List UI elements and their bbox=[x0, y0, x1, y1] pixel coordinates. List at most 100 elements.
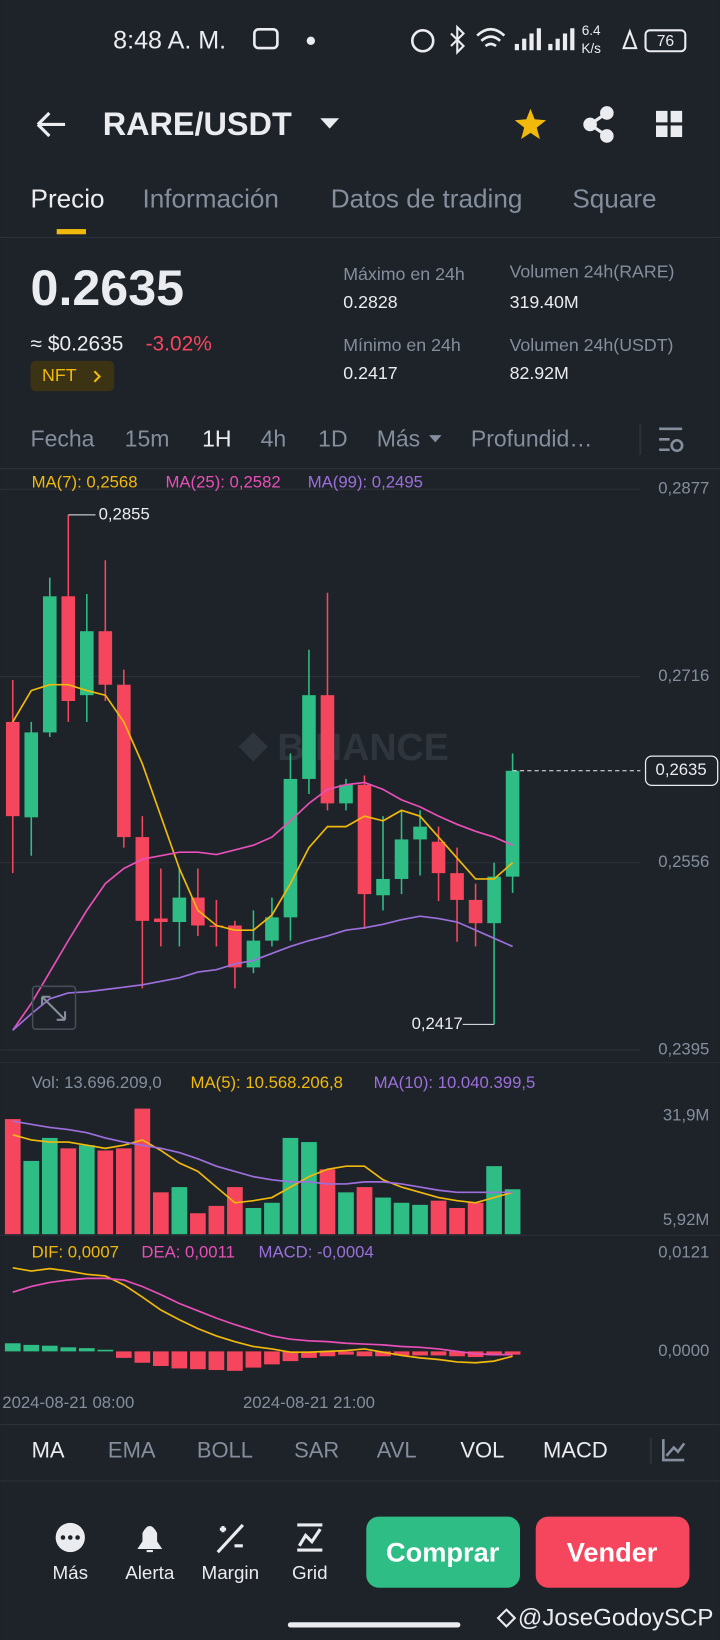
legend-entry: MA(25): 0,2582 bbox=[165, 473, 280, 492]
pair-title[interactable]: RARE/USDT bbox=[103, 106, 292, 142]
candle-body bbox=[98, 631, 113, 685]
x-tick-label: 2024-08-21 21:00 bbox=[243, 1393, 375, 1412]
volume-bar bbox=[301, 1142, 317, 1235]
indicator[interactable]: SAR bbox=[294, 1438, 339, 1463]
legend-entry: MA(5): 10.568.206,8 bbox=[191, 1073, 343, 1092]
high-label: 0,2855 bbox=[99, 504, 150, 523]
candle-body bbox=[117, 684, 131, 838]
battery-level: 76 bbox=[657, 33, 675, 50]
tab[interactable]: Datos de trading bbox=[331, 184, 523, 214]
volume-bar bbox=[486, 1166, 502, 1235]
volume-bar bbox=[153, 1192, 169, 1235]
macd-bar bbox=[301, 1351, 317, 1358]
macd-bar bbox=[245, 1351, 262, 1368]
indicator[interactable]: VOL bbox=[460, 1438, 504, 1463]
legend-entry: MA(7): 0,2568 bbox=[32, 473, 138, 492]
fiat-price: ≈ $0.2635 bbox=[31, 333, 124, 356]
action-label[interactable]: Grid bbox=[292, 1562, 328, 1583]
ma-line bbox=[12, 915, 513, 1031]
volume-bar bbox=[264, 1202, 280, 1235]
grid-icon[interactable] bbox=[297, 1523, 323, 1552]
pair-dropdown[interactable] bbox=[320, 118, 340, 129]
tab[interactable]: Square bbox=[572, 184, 656, 214]
indicator[interactable]: MA bbox=[32, 1438, 65, 1463]
volume-bar bbox=[412, 1204, 428, 1235]
tab[interactable]: Precio bbox=[31, 184, 105, 214]
interval[interactable]: 4h bbox=[261, 425, 287, 451]
stat-value: 0.2828 bbox=[343, 292, 397, 312]
bluetooth-icon bbox=[450, 24, 466, 55]
candle-body bbox=[172, 897, 187, 923]
y-tick-label: 0,2556 bbox=[658, 852, 709, 871]
volume-bar bbox=[190, 1213, 206, 1235]
panel-legend: MACD: -0,0004 bbox=[259, 1242, 374, 1261]
indicator[interactable]: MACD bbox=[543, 1438, 608, 1463]
interval[interactable]: Profundid… bbox=[471, 425, 592, 451]
macd-bar bbox=[338, 1351, 354, 1355]
action-label[interactable]: Alerta bbox=[125, 1562, 175, 1583]
volume-bar bbox=[4, 1119, 21, 1235]
candle-body bbox=[154, 918, 168, 923]
macd-bar bbox=[208, 1351, 225, 1371]
back-button[interactable] bbox=[36, 111, 66, 138]
action-label[interactable]: Margin bbox=[202, 1562, 260, 1583]
tag-text[interactable]: NFT bbox=[42, 365, 77, 385]
legend-entry: MA(99): 0,2495 bbox=[308, 473, 423, 492]
expand-button[interactable] bbox=[31, 985, 77, 1030]
interval[interactable]: 1H bbox=[202, 425, 231, 451]
macd-bar bbox=[282, 1351, 299, 1362]
candle-body bbox=[431, 841, 446, 874]
volume-bar bbox=[60, 1148, 77, 1235]
chart-settings[interactable] bbox=[659, 427, 684, 453]
indicator[interactable]: EMA bbox=[108, 1438, 156, 1463]
status-dot bbox=[306, 36, 316, 45]
candle-body bbox=[302, 695, 316, 779]
interval[interactable]: Más bbox=[377, 425, 420, 451]
interval[interactable]: 15m bbox=[125, 425, 170, 451]
volume-bar bbox=[356, 1187, 373, 1235]
y-tick-label: 31,9M bbox=[663, 1105, 709, 1124]
stat-label: Máximo en 24h bbox=[343, 264, 464, 284]
candle-body bbox=[246, 940, 261, 968]
favorite-star[interactable] bbox=[514, 108, 547, 140]
low-label: 0,2417 bbox=[412, 1014, 463, 1033]
macd-bar bbox=[23, 1344, 40, 1352]
tab[interactable]: Información bbox=[142, 184, 279, 214]
action-label[interactable]: Más bbox=[53, 1562, 89, 1583]
status-time: 8:48 A. M. bbox=[113, 26, 226, 54]
margin-icon[interactable] bbox=[216, 1523, 245, 1554]
candle-body bbox=[191, 897, 205, 926]
candle-body bbox=[376, 878, 390, 896]
candle-body bbox=[80, 631, 94, 696]
volume-bar bbox=[245, 1208, 262, 1235]
indicator[interactable]: BOLL bbox=[197, 1438, 253, 1463]
sell-label[interactable]: Vender bbox=[567, 1536, 658, 1567]
indicator-settings[interactable] bbox=[662, 1439, 686, 1462]
alarm-icon bbox=[410, 29, 435, 53]
macd-bar bbox=[393, 1351, 410, 1356]
sell-button[interactable] bbox=[535, 1516, 690, 1588]
candle-body bbox=[135, 837, 150, 921]
net-speed-unit: K/s bbox=[581, 41, 601, 56]
interval[interactable]: Fecha bbox=[31, 425, 95, 451]
macd-bar bbox=[4, 1343, 21, 1352]
status-icon bbox=[253, 27, 279, 50]
buy-button[interactable] bbox=[366, 1516, 521, 1588]
macd-bar bbox=[412, 1351, 428, 1356]
x-tick-label: 2024-08-21 08:00 bbox=[2, 1393, 134, 1412]
y-tick-label: 5,92M bbox=[663, 1210, 709, 1229]
share-button[interactable] bbox=[583, 106, 614, 143]
volume-bar bbox=[78, 1145, 95, 1235]
alert-icon[interactable] bbox=[137, 1526, 163, 1553]
indicator[interactable]: AVL bbox=[377, 1438, 417, 1463]
buy-label[interactable]: Comprar bbox=[386, 1536, 500, 1567]
candle-body bbox=[228, 925, 242, 968]
layout-button[interactable] bbox=[655, 110, 683, 138]
volume-bar bbox=[97, 1150, 114, 1235]
candle-body bbox=[339, 784, 353, 804]
y-tick-label: 0,2395 bbox=[658, 1039, 709, 1058]
volume-bar bbox=[171, 1187, 188, 1235]
interval[interactable]: 1D bbox=[318, 425, 347, 451]
tag-badge[interactable] bbox=[30, 360, 115, 392]
